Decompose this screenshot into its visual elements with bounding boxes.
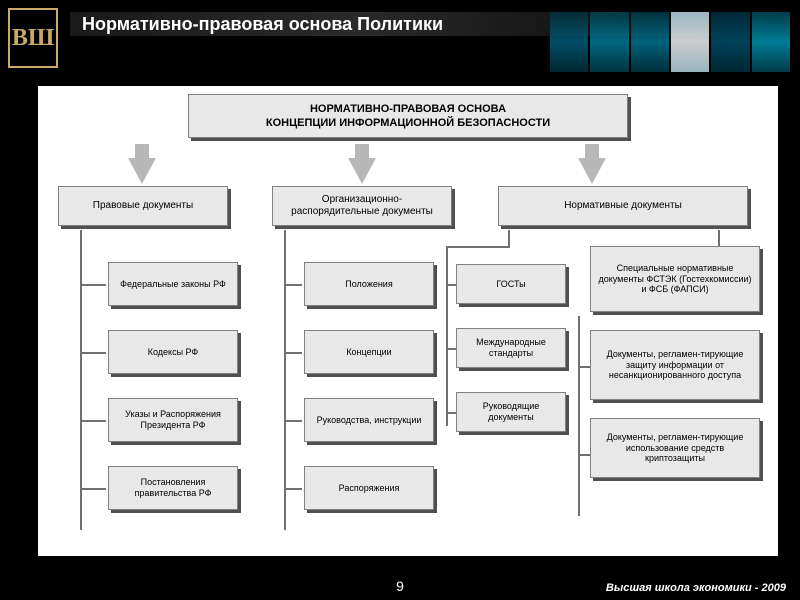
connector (284, 284, 302, 286)
arrow-shaft (135, 144, 149, 158)
root-line1: НОРМАТИВНО-ПРАВОВАЯ ОСНОВА (310, 102, 506, 116)
legal-item: Федеральные законы РФ (108, 262, 238, 306)
arrow-shaft (355, 144, 369, 158)
connector (578, 454, 590, 456)
arrow-shaft (585, 144, 599, 158)
org-item: Концепции (304, 330, 434, 374)
connector (284, 352, 302, 354)
decor-stripe (550, 12, 588, 72)
connector (284, 488, 302, 490)
arrow-icon (578, 158, 606, 184)
footer-text: Высшая школа экономики - 2009 (606, 582, 786, 594)
connector (446, 412, 456, 414)
connector (718, 230, 720, 246)
decor-stripe (752, 12, 790, 72)
connector (508, 230, 510, 246)
category-org: Организационно-распорядительные документ… (272, 186, 452, 226)
connector (446, 246, 448, 426)
connector (284, 230, 286, 530)
root-line2: КОНЦЕПЦИИ ИНФОРМАЦИОННОЙ БЕЗОПАСНОСТИ (266, 116, 550, 130)
connector (80, 352, 106, 354)
connector (446, 284, 456, 286)
diagram-area: НОРМАТИВНО-ПРАВОВАЯ ОСНОВА КОНЦЕПЦИИ ИНФ… (38, 86, 778, 556)
category-legal: Правовые документы (58, 186, 228, 226)
connector (80, 420, 106, 422)
decor-stripe (590, 12, 628, 72)
connector (80, 284, 106, 286)
legal-item: Указы и Распоряжения Президента РФ (108, 398, 238, 442)
decor-stripe (631, 12, 669, 72)
connector (80, 488, 106, 490)
connector (578, 316, 580, 516)
category-norm: Нормативные документы (498, 186, 748, 226)
norm-special-item: Специальные нормативные документы ФСТЭК … (590, 246, 760, 312)
decor-stripe (711, 12, 749, 72)
connector (578, 366, 590, 368)
norm-item: ГОСТы (456, 264, 566, 304)
arrow-icon (128, 158, 156, 184)
page-number: 9 (396, 578, 404, 594)
legal-item: Кодексы РФ (108, 330, 238, 374)
org-item: Положения (304, 262, 434, 306)
org-item: Распоряжения (304, 466, 434, 510)
norm-item: Международные стандарты (456, 328, 566, 368)
decor-stripe (671, 12, 709, 72)
legal-item: Постановления правительства РФ (108, 466, 238, 510)
connector (284, 420, 302, 422)
connector (446, 246, 510, 248)
slide-title: Нормативно-правовая основа Политики (82, 14, 443, 35)
norm-special-item: Документы, регламен-тирующие использован… (590, 418, 760, 478)
norm-item: Руководящие документы (456, 392, 566, 432)
root-node: НОРМАТИВНО-ПРАВОВАЯ ОСНОВА КОНЦЕПЦИИ ИНФ… (188, 94, 628, 138)
org-item: Руководства, инструкции (304, 398, 434, 442)
connector (446, 348, 456, 350)
connector (80, 230, 82, 530)
hse-logo: ВШ (8, 8, 58, 68)
header-decoration (550, 12, 790, 72)
norm-special-item: Документы, регламен-тирующие защиту инфо… (590, 330, 760, 400)
arrow-icon (348, 158, 376, 184)
